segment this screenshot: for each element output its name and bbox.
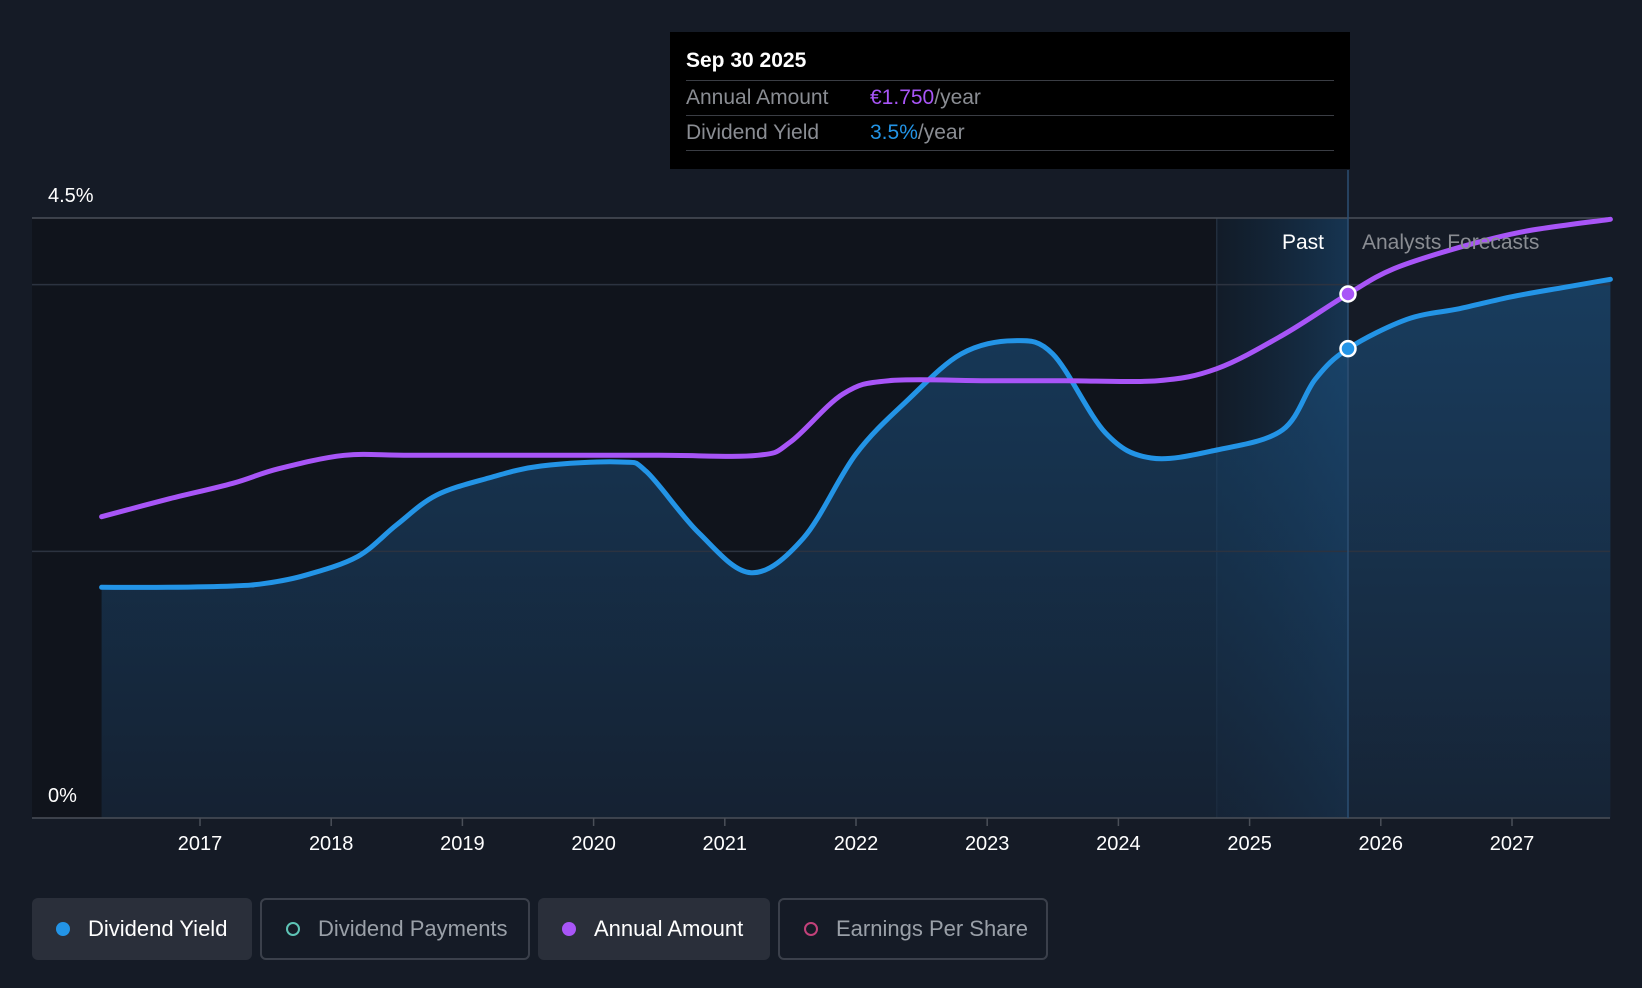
x-tick-label: 2027 — [1490, 833, 1535, 855]
x-tick-label: 2025 — [1227, 833, 1272, 855]
legend-dividend-yield[interactable]: Dividend Yield — [32, 898, 252, 960]
dividend-payments-ring-icon — [286, 922, 300, 936]
tooltip: Sep 30 2025 Annual Amount €1.750/year Div… — [670, 32, 1350, 169]
tooltip-yield-unit: /year — [917, 121, 965, 144]
tooltip-annual-amount-row: Annual Amount €1.750/year — [686, 80, 1334, 115]
tooltip-date: Sep 30 2025 — [686, 49, 807, 72]
y-label-bottom: 0% — [48, 785, 77, 807]
tooltip-yield-row: Dividend Yield 3.5%/year — [686, 115, 1334, 151]
x-tick-label: 2026 — [1359, 833, 1404, 855]
series-line-1 — [99, 216, 1613, 520]
x-tick-label: 2021 — [703, 833, 748, 855]
earnings-per-share-ring-icon — [804, 922, 818, 936]
past-label: Past — [1282, 231, 1324, 254]
x-tick-label: 2023 — [965, 833, 1010, 855]
series-area-0 — [101, 279, 1611, 818]
tooltip-yield-value: 3.5% — [870, 121, 918, 144]
tooltip-annual-amount-unit: /year — [934, 86, 981, 109]
dividend-yield-dot-icon — [56, 922, 70, 936]
x-tick-label: 2022 — [834, 833, 879, 855]
forecast-label: Analysts Forecasts — [1362, 231, 1539, 254]
x-tick-label: 2019 — [440, 833, 485, 855]
legend-earnings-per-share-label: Earnings Per Share — [836, 916, 1028, 941]
legend-dividend-yield-label: Dividend Yield — [88, 916, 228, 941]
legend-dividend-payments[interactable]: Dividend Payments — [260, 898, 530, 960]
legend-earnings-per-share[interactable]: Earnings Per Share — [778, 898, 1048, 960]
tooltip-annual-amount-value: €1.750 — [870, 86, 935, 109]
annual-amount-marker — [1339, 285, 1357, 303]
tooltip-yield-label: Dividend Yield — [686, 121, 820, 144]
legend-annual-amount-label: Annual Amount — [594, 916, 744, 941]
y-label-top: 4.5% — [48, 185, 94, 207]
x-tick-label: 2020 — [571, 833, 616, 855]
legend-annual-amount[interactable]: Annual Amount — [538, 898, 770, 960]
tooltip-annual-amount-label: Annual Amount — [686, 86, 829, 109]
x-tick-label: 2017 — [178, 833, 223, 855]
legend-dividend-payments-label: Dividend Payments — [318, 916, 508, 941]
x-tick-label: 2024 — [1096, 833, 1141, 855]
dividend-yield-marker — [1339, 339, 1357, 358]
x-tick-label: 2018 — [309, 833, 354, 855]
annual-amount-dot-icon — [562, 922, 576, 936]
